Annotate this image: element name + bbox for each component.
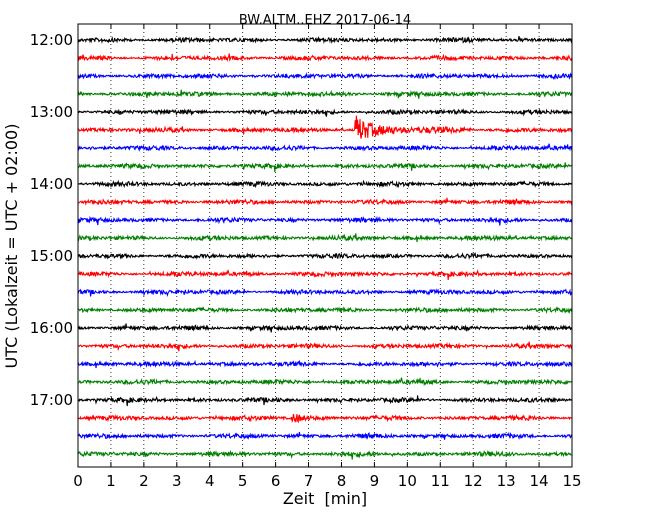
seismogram-trace — [77, 341, 573, 352]
x-tick-label: 0 — [73, 472, 83, 490]
x-tick-label: 15 — [562, 472, 581, 490]
seismogram-trace — [77, 115, 573, 139]
x-tick-label: 11 — [431, 472, 450, 490]
seismogram-trace — [77, 288, 573, 298]
seismogram-trace — [77, 323, 573, 333]
seismogram-trace — [77, 71, 573, 81]
x-tick-label: 4 — [205, 472, 215, 490]
seismogram-traces — [77, 35, 573, 460]
x-tick-label: 1 — [106, 472, 116, 490]
plot-frame — [77, 23, 573, 468]
x-tick-label: 5 — [238, 472, 248, 490]
seismogram-trace — [77, 35, 573, 45]
y-tick-label: 12:00 — [30, 31, 73, 49]
seismogram-trace — [77, 197, 573, 206]
seismogram-trace — [77, 53, 573, 62]
x-tick-label: 3 — [172, 472, 182, 490]
seismogram-trace — [77, 306, 573, 315]
x-tick-label: 8 — [337, 472, 347, 490]
y-tick-label: 16:00 — [30, 319, 73, 337]
seismogram-trace — [77, 179, 573, 189]
x-tick-label: 6 — [271, 472, 281, 490]
x-tick-label: 9 — [370, 472, 380, 490]
y-axis-ticks: 12:00 13:00 14:00 15:00 16:00 17:00 — [30, 31, 572, 409]
seismogram-trace — [77, 269, 573, 280]
y-tick-label: 14:00 — [30, 175, 73, 193]
seismogram-trace — [77, 377, 573, 387]
seismogram-trace — [77, 395, 573, 407]
y-axis-label: UTC (Lokalzeit = UTC + 02:00) — [2, 124, 21, 369]
x-axis-ticks: 0 1 2 3 4 5 6 7 8 9 10 11 12 13 14 15 — [73, 24, 582, 490]
x-tick-label: 14 — [530, 472, 549, 490]
seismogram-trace — [77, 413, 573, 424]
seismogram-trace — [77, 107, 573, 117]
y-tick-label: 13:00 — [30, 103, 73, 121]
x-tick-label: 10 — [398, 472, 417, 490]
y-tick-label: 15:00 — [30, 247, 73, 265]
seismogram-trace — [77, 431, 573, 440]
x-axis-label: Zeit [min] — [283, 489, 367, 508]
x-tick-label: 13 — [497, 472, 516, 490]
x-tick-label: 7 — [304, 472, 314, 490]
seismogram-trace — [77, 233, 573, 243]
x-tick-label: 12 — [464, 472, 483, 490]
seismogram-trace — [77, 215, 573, 226]
seismogram-trace — [77, 162, 573, 173]
chart-title: BW.ALTM..EHZ 2017-06-14 — [239, 13, 411, 28]
x-tick-label: 2 — [139, 472, 149, 490]
seismogram-trace — [77, 251, 573, 260]
seismogram-trace — [77, 359, 572, 369]
seismogram-trace — [77, 449, 572, 460]
seismogram-trace — [77, 143, 573, 152]
seismogram-trace — [77, 89, 573, 99]
y-tick-label: 17:00 — [30, 391, 73, 409]
